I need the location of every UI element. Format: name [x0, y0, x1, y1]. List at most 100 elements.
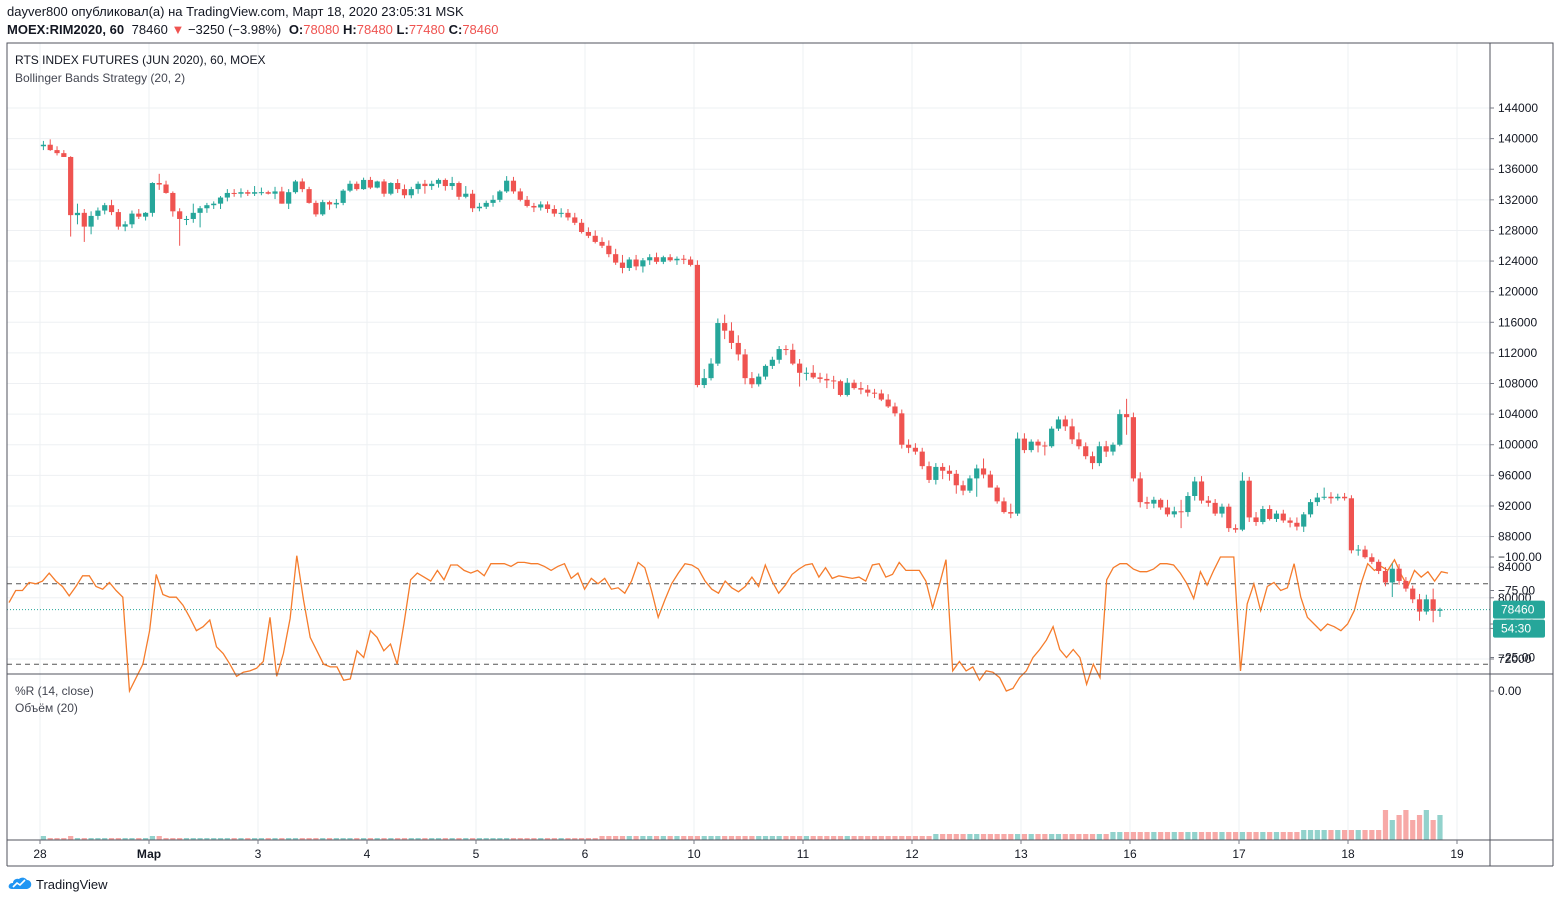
volume-bar: [1376, 830, 1382, 840]
volume-bar: [892, 836, 898, 840]
candle-body: [1369, 557, 1375, 562]
candle: [1178, 499, 1184, 529]
candle: [354, 181, 360, 191]
volume-bar: [292, 838, 299, 840]
candle: [401, 184, 408, 199]
candle-body: [251, 192, 258, 194]
candle-body: [1062, 419, 1068, 427]
candle: [1362, 545, 1368, 559]
volume-bar: [429, 838, 435, 840]
y-tick-label: 104000: [1498, 407, 1538, 421]
volume-bar: [258, 838, 265, 840]
candle: [306, 186, 312, 204]
candle-body: [1089, 456, 1096, 464]
volume-bar: [1110, 832, 1116, 840]
candle-body: [578, 222, 585, 232]
candle-body: [463, 193, 469, 197]
candle: [517, 188, 523, 202]
candle-body: [149, 182, 156, 213]
candle: [149, 182, 156, 217]
candle-body: [483, 202, 489, 207]
candle: [831, 375, 837, 389]
candle-body: [1117, 414, 1123, 445]
candle-body: [1021, 438, 1028, 451]
volume-bar: [1021, 834, 1028, 840]
volume-bar: [1430, 820, 1436, 840]
timer-label: 54:30: [1501, 622, 1531, 636]
volume-bar: [933, 834, 939, 840]
candle-body: [258, 192, 265, 194]
volume-bar: [1171, 832, 1177, 840]
volume-bar: [538, 838, 544, 840]
candle-body: [1049, 428, 1055, 447]
candle-body: [953, 473, 959, 486]
volume-bar: [1144, 832, 1150, 840]
brand-logo[interactable]: TradingView: [8, 876, 108, 892]
candle: [551, 205, 557, 217]
candle: [919, 447, 925, 470]
volume-bar: [824, 836, 830, 840]
volume-bar: [626, 836, 632, 840]
candle-body: [224, 192, 230, 198]
candle: [810, 365, 816, 379]
legend-strategy[interactable]: Bollinger Bands Strategy (20, 2): [15, 71, 186, 85]
volume-bar: [1212, 832, 1218, 840]
volume-bar: [360, 838, 367, 840]
candle: [142, 212, 149, 221]
candle: [742, 349, 748, 385]
candle: [681, 254, 687, 265]
volume-bar: [340, 838, 346, 840]
candle: [115, 209, 121, 230]
candle-body: [1076, 439, 1082, 447]
legend-wpr[interactable]: %R (14, close): [15, 684, 94, 698]
volume-bar: [1103, 834, 1109, 840]
candle: [967, 475, 973, 493]
symbol-name[interactable]: MOEX:RIM2020, 60: [7, 22, 125, 37]
candle-body: [749, 378, 755, 385]
legend-title[interactable]: RTS INDEX FUTURES (JUN 2020), 60, MOEX: [15, 53, 266, 67]
volume-bar: [1226, 832, 1232, 840]
candle: [824, 373, 830, 389]
candle: [1239, 472, 1246, 532]
candle: [320, 199, 326, 216]
candle: [626, 257, 632, 272]
volume-bar: [606, 836, 612, 840]
open-value: 78080: [303, 22, 340, 37]
y-tick-label: 128000: [1498, 223, 1538, 237]
candle-body: [694, 264, 701, 386]
volume-bar: [68, 836, 74, 840]
candle-body: [265, 192, 271, 194]
candle: [524, 196, 530, 208]
candle-body: [292, 181, 299, 193]
candle: [722, 314, 728, 340]
candle: [442, 178, 448, 191]
legend-volume[interactable]: Объём (20): [15, 701, 78, 715]
candle: [47, 139, 53, 151]
candle: [538, 201, 544, 211]
candle: [292, 179, 299, 194]
x-tick-label: 12: [905, 847, 919, 861]
low-value: 77480: [408, 22, 445, 37]
y-tick-label: 144000: [1498, 101, 1538, 115]
candle: [483, 200, 489, 210]
candle-body: [74, 212, 81, 216]
candle: [1348, 495, 1355, 554]
candle-body: [415, 183, 421, 190]
candle-body: [422, 183, 428, 187]
candle: [1437, 607, 1443, 617]
candle-body: [347, 183, 353, 191]
candle: [1089, 451, 1096, 470]
candle: [851, 379, 857, 390]
volume-bar: [708, 836, 714, 840]
candle: [837, 379, 844, 397]
volume-bar: [1328, 830, 1334, 840]
candle: [1280, 509, 1286, 523]
volume-bar: [197, 838, 203, 840]
candle: [333, 199, 339, 209]
candle-body: [769, 359, 775, 366]
candle: [272, 186, 278, 200]
candle: [1001, 497, 1007, 514]
candle: [286, 189, 292, 210]
candle: [40, 140, 47, 151]
candle: [251, 186, 258, 197]
